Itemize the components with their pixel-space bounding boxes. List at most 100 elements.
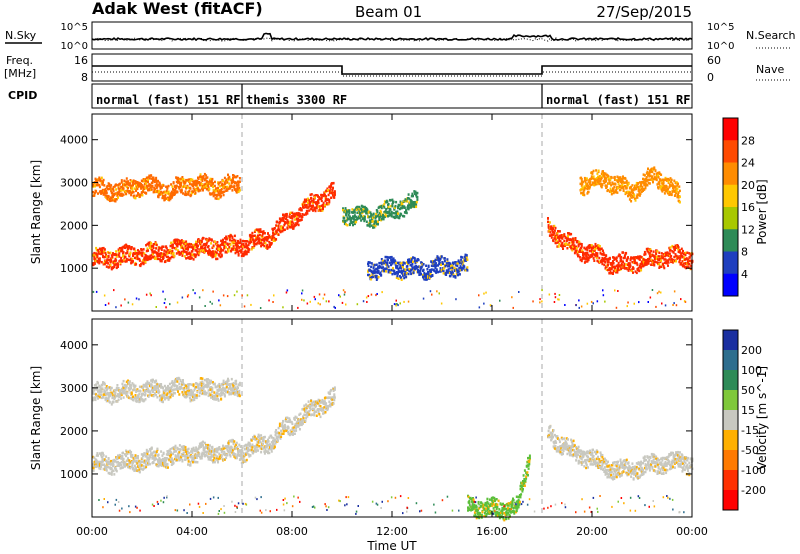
scatter-cell — [360, 215, 363, 218]
scatter-cell — [129, 185, 132, 188]
scatter-cell — [189, 464, 192, 467]
scatter-cell — [585, 255, 588, 258]
scatter-cell — [147, 255, 150, 258]
scatter-cell — [253, 234, 256, 237]
scatter-cell — [377, 213, 380, 217]
scatter-cell — [170, 192, 173, 195]
scatter-cell — [669, 177, 672, 180]
scatter-cell — [573, 251, 576, 255]
scatter-cell — [548, 229, 551, 233]
scatter-cell — [612, 256, 614, 259]
scatter-cell — [580, 177, 583, 181]
scatter-cell — [111, 191, 114, 195]
scatter-cell — [646, 170, 649, 174]
near-range-cell — [395, 299, 397, 302]
scatter-cell — [235, 441, 238, 445]
scatter-cell — [272, 443, 274, 446]
scatter-cell — [95, 465, 98, 468]
scatter-cell — [150, 241, 153, 245]
scatter-cell — [177, 454, 180, 458]
scatter-cell — [158, 463, 161, 466]
scatter-cell — [406, 265, 409, 268]
scatter-cell — [383, 203, 386, 206]
scatter-cell — [284, 214, 287, 217]
scatter-cell — [380, 206, 383, 210]
scatter-cell — [107, 460, 109, 464]
scatter-cell — [203, 172, 206, 176]
scatter-cell — [114, 200, 117, 203]
scatter-cell — [450, 264, 453, 268]
scatter-cell — [167, 466, 169, 469]
scatter-cell — [402, 264, 404, 267]
scatter-cell — [405, 211, 408, 215]
scatter-cell — [283, 223, 286, 227]
scatter-cell — [395, 266, 398, 269]
scatter-cell — [174, 188, 177, 192]
scatter-cell — [398, 203, 401, 207]
scatter-cell — [678, 259, 681, 262]
scatter-cell — [252, 436, 254, 439]
scatter-cell — [139, 264, 142, 268]
scatter-cell — [182, 451, 185, 454]
scatter-cell — [433, 264, 436, 268]
near-range-cell — [297, 306, 299, 309]
scatter-cell — [112, 261, 115, 265]
scatter-cell — [157, 249, 160, 252]
near-range-cell — [664, 304, 667, 307]
scatter-cell — [222, 447, 225, 450]
scatter-cell — [115, 263, 118, 266]
scatter-cell — [455, 272, 458, 276]
scatter-cell — [372, 275, 374, 279]
scatter-cell — [179, 252, 182, 255]
scatter-cell — [622, 251, 624, 254]
scatter-cell — [148, 457, 151, 461]
scatter-cell — [105, 261, 108, 264]
scatter-cell — [255, 238, 258, 241]
scatter-cell — [351, 221, 354, 224]
scatter-cell — [643, 174, 646, 177]
scatter-cell — [110, 463, 113, 466]
scatter-cell — [680, 262, 683, 265]
scatter-cell — [322, 207, 324, 211]
scatter-cell — [437, 258, 440, 261]
scatter-cell — [372, 267, 375, 270]
scatter-cell — [180, 188, 183, 191]
scatter-cell — [633, 184, 636, 188]
scatter-cell — [455, 268, 458, 271]
scatter-cell — [118, 260, 121, 263]
scatter-cell — [552, 233, 555, 237]
scatter-cell — [113, 265, 116, 269]
scatter-cell — [155, 186, 158, 190]
near-range-cell — [602, 289, 604, 292]
scatter-cell — [208, 248, 211, 251]
scatter-cell — [619, 188, 622, 191]
scatter-cell — [619, 260, 622, 263]
noise-tick-top-right: 10^5 — [707, 22, 734, 33]
scatter-cell — [383, 261, 386, 265]
scatter-cell — [239, 241, 242, 245]
scatter-cell — [143, 259, 146, 262]
scatter-cell — [562, 247, 564, 250]
scatter-cell — [581, 186, 584, 190]
scatter-cell — [688, 256, 691, 259]
scatter-cell — [638, 194, 641, 197]
near-range-cell — [344, 291, 346, 294]
near-range-cell — [483, 292, 485, 295]
scatter-cell — [269, 444, 272, 447]
scatter-cell — [592, 177, 594, 180]
scatter-cell — [430, 268, 433, 271]
scatter-cell — [182, 185, 184, 189]
scatter-cell — [253, 449, 256, 452]
scatter-cell — [448, 261, 451, 265]
scatter-cell — [223, 185, 226, 188]
scatter-cell — [165, 457, 168, 460]
scatter-cell — [581, 257, 584, 261]
scatter-cell — [152, 245, 154, 248]
scatter-cell — [613, 185, 616, 189]
scatter-cell — [247, 443, 249, 446]
scatter-cell — [466, 266, 469, 269]
scatter-cell — [619, 176, 622, 179]
near-range-cell — [212, 290, 214, 293]
scatter-cell — [144, 178, 147, 181]
scatter-cell — [238, 177, 241, 180]
